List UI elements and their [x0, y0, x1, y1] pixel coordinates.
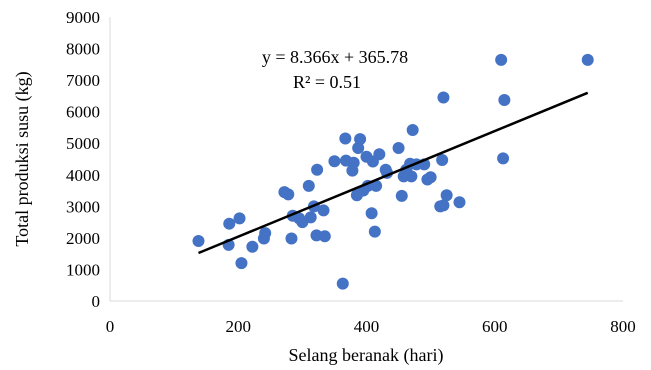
- x-tick-label: 600: [482, 317, 508, 336]
- r-squared-label: R² = 0.51: [293, 72, 361, 92]
- data-point: [223, 217, 236, 230]
- y-tick-labels: 0 1000 2000 3000 4000 5000 6000 7000 8000 9000: [66, 8, 100, 311]
- data-point: [354, 133, 367, 146]
- data-point: [311, 163, 324, 176]
- data-point: [233, 212, 246, 225]
- x-tick-label: 800: [610, 317, 636, 336]
- x-tick-label: 200: [226, 317, 252, 336]
- data-point: [235, 257, 248, 270]
- data-point: [498, 93, 511, 106]
- x-tick-labels: 0 200 400 600 800: [106, 317, 636, 336]
- data-point: [406, 123, 419, 136]
- data-point: [437, 199, 450, 212]
- data-point: [405, 170, 418, 183]
- data-point: [424, 171, 437, 184]
- y-tick-label: 8000: [66, 40, 100, 59]
- data-point: [302, 179, 315, 192]
- x-axis-title: Selang beranak (hari): [289, 345, 444, 366]
- data-point: [259, 227, 272, 240]
- y-tick-label: 3000: [66, 197, 100, 216]
- data-point: [304, 211, 317, 224]
- data-point: [370, 179, 383, 192]
- data-point: [395, 189, 408, 202]
- x-tick-label: 0: [106, 317, 115, 336]
- y-tick-label: 4000: [66, 166, 100, 185]
- data-point: [328, 155, 341, 168]
- data-point: [318, 230, 331, 243]
- data-point: [392, 141, 405, 154]
- data-point: [495, 53, 508, 66]
- y-tick-label: 1000: [66, 260, 100, 279]
- x-axis: 0 200 400 600 800: [106, 300, 636, 336]
- data-point: [497, 152, 510, 165]
- y-axis: 0 1000 2000 3000 4000 5000 6000 7000 8000 9000: [66, 8, 111, 311]
- data-point: [347, 156, 360, 169]
- trendline: [198, 91, 589, 255]
- y-tick-label: 2000: [66, 229, 100, 248]
- data-point: [339, 132, 352, 145]
- y-tick-label: 6000: [66, 103, 100, 122]
- y-axis-title: Total produksi susu (kg): [12, 71, 33, 246]
- y-tick-label: 9000: [66, 8, 100, 27]
- data-point: [336, 277, 349, 290]
- y-tick-label: 7000: [66, 71, 100, 90]
- data-point: [192, 235, 205, 248]
- data-point: [285, 232, 298, 245]
- y-tick-label: 5000: [66, 134, 100, 153]
- data-point: [453, 196, 466, 209]
- trendline-equation: y = 8.366x + 365.78: [262, 47, 408, 67]
- x-tick-label: 400: [354, 317, 380, 336]
- data-point: [368, 225, 381, 238]
- data-point: [282, 188, 295, 201]
- data-point: [373, 148, 386, 161]
- y-tick-label: 0: [92, 292, 101, 311]
- data-point: [436, 153, 449, 166]
- data-point: [437, 91, 450, 104]
- data-point: [440, 189, 453, 202]
- data-point: [246, 240, 259, 253]
- data-point: [365, 207, 378, 220]
- data-point: [581, 53, 594, 66]
- data-point: [317, 204, 330, 217]
